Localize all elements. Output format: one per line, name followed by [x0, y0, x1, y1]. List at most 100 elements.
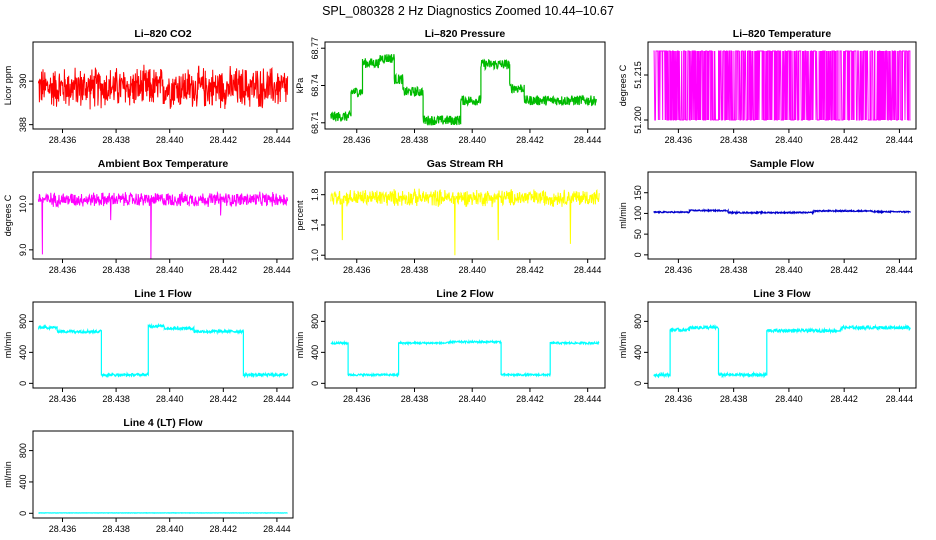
- x-tick-label: 28.436: [665, 265, 693, 275]
- x-tick-label: 28.436: [49, 524, 77, 534]
- x-tick-label: 28.438: [720, 394, 748, 404]
- x-tick-label: 28.440: [156, 265, 184, 275]
- x-tick-label: 28.438: [102, 135, 130, 145]
- x-tick-label: 28.436: [49, 394, 77, 404]
- series-line: [653, 208, 911, 216]
- y-tick-label: 51.215: [633, 61, 643, 89]
- panel-1: Li–820 CO2 28.436 28.438 28.440 28.442 28.444…: [3, 28, 294, 145]
- x-tick-label: 28.444: [574, 135, 602, 145]
- panel-6: Sample Flow 28.436 28.438 28.440 28.442 28.44…: [618, 158, 917, 275]
- x-tick-label: 28.438: [720, 265, 748, 275]
- y-tick-label: 800: [18, 314, 28, 329]
- plot-frame: [324, 301, 606, 389]
- x-tick-label: 28.440: [775, 265, 803, 275]
- series-line: [37, 64, 289, 110]
- x-tick-label: 28.436: [665, 135, 693, 145]
- x-tick-label: 28.438: [401, 135, 429, 145]
- x-tick-label: 28.444: [263, 394, 291, 404]
- x-tick-label: 28.444: [886, 394, 914, 404]
- x-tick-label: 28.444: [886, 135, 914, 145]
- y-tick-label: 9.0: [18, 244, 28, 257]
- y-axis-label: percent: [295, 200, 305, 231]
- y-tick-label: 150: [633, 185, 643, 200]
- x-tick-label: 28.442: [830, 265, 858, 275]
- y-tick-label: 388: [18, 117, 28, 132]
- panel-7: Line 1 Flow 28.436 28.438 28.440 28.442 28.44…: [3, 288, 294, 404]
- x-tick-label: 28.442: [210, 265, 238, 275]
- panel-8: Line 2 Flow 28.436 28.438 28.440 28.442 28.44…: [295, 288, 606, 404]
- x-tick-label: 28.438: [102, 265, 130, 275]
- x-tick-label: 28.442: [516, 265, 544, 275]
- series-line: [330, 54, 597, 126]
- y-axis-label: Licor ppm: [3, 66, 13, 106]
- x-tick-label: 28.440: [156, 524, 184, 534]
- x-tick-label: 28.440: [156, 135, 184, 145]
- y-tick-label: 100: [633, 206, 643, 221]
- series-line: [653, 323, 911, 379]
- y-tick-label: 50: [633, 229, 643, 239]
- y-tick-label: 68.74: [310, 74, 320, 97]
- x-tick-label: 28.436: [343, 265, 371, 275]
- y-tick-label: 0: [18, 381, 28, 386]
- x-tick-label: 28.444: [886, 265, 914, 275]
- panel-3: Li–820 Temperature 28.436 28.438 28.440 28.4…: [618, 28, 917, 145]
- y-tick-label: 1.0: [310, 249, 320, 262]
- x-tick-label: 28.438: [401, 394, 429, 404]
- y-tick-label: 800: [310, 314, 320, 329]
- x-tick-label: 28.436: [343, 394, 371, 404]
- y-tick-label: 400: [18, 474, 28, 489]
- y-tick-label: 400: [310, 345, 320, 360]
- x-tick-label: 28.442: [830, 135, 858, 145]
- x-tick-label: 28.442: [830, 394, 858, 404]
- plot-frame: [32, 430, 294, 519]
- plot-frame: [324, 171, 606, 260]
- plot-frame: [324, 41, 606, 130]
- y-tick-label: 390: [18, 74, 28, 89]
- plot-frame: [647, 41, 917, 130]
- x-tick-label: 28.444: [574, 394, 602, 404]
- y-tick-label: 51.200: [633, 106, 643, 134]
- x-tick-label: 28.440: [775, 394, 803, 404]
- panel-10: Line 4 (LT) Flow 28.436 28.438 28.440 28.442…: [3, 417, 294, 534]
- x-tick-label: 28.440: [458, 265, 486, 275]
- y-tick-label: 0: [633, 381, 643, 386]
- series-line: [37, 322, 289, 379]
- y-tick-label: 1.8: [310, 188, 320, 201]
- y-axis-label: degrees C: [3, 194, 13, 236]
- x-tick-label: 28.438: [720, 135, 748, 145]
- y-axis-label: degrees C: [618, 64, 628, 106]
- panel-4: Ambient Box Temperature 28.436 28.438 28.44…: [3, 158, 294, 275]
- panel-title: Gas Stream RH: [427, 158, 503, 170]
- y-tick-label: 800: [633, 314, 643, 329]
- x-tick-label: 28.442: [210, 135, 238, 145]
- y-tick-label: 68.71: [310, 112, 320, 135]
- panel-title: Li–820 Pressure: [425, 28, 506, 40]
- series-line: [37, 190, 289, 260]
- plot-frame: [647, 301, 917, 389]
- panel-title: Line 2 Flow: [436, 288, 494, 300]
- y-tick-label: 0: [18, 511, 28, 516]
- x-tick-label: 28.444: [263, 524, 291, 534]
- x-tick-label: 28.442: [210, 524, 238, 534]
- y-tick-label: 800: [18, 443, 28, 458]
- plot-frame: [32, 301, 294, 389]
- main-title: SPL_080328 2 Hz Diagnostics Zoomed 10.44…: [322, 4, 614, 18]
- panel-title: Ambient Box Temperature: [98, 158, 229, 170]
- x-tick-label: 28.438: [102, 394, 130, 404]
- panel-9: Line 3 Flow 28.436 28.438 28.440 28.442 28.44…: [618, 288, 917, 404]
- y-tick-label: 400: [18, 345, 28, 360]
- panel-title: Li–820 Temperature: [733, 28, 832, 40]
- panel-title: Li–820 CO2: [134, 28, 191, 40]
- y-tick-label: 1.4: [310, 219, 320, 232]
- y-axis-label: ml/min: [295, 332, 305, 359]
- x-tick-label: 28.436: [665, 394, 693, 404]
- y-axis-label: ml/min: [3, 461, 13, 488]
- panel-5: Gas Stream RH 28.436 28.438 28.440 28.442 28.…: [295, 158, 606, 275]
- plot-frame: [32, 41, 294, 130]
- x-tick-label: 28.440: [775, 135, 803, 145]
- x-tick-label: 28.440: [458, 135, 486, 145]
- panel-title: Sample Flow: [750, 158, 815, 170]
- x-tick-label: 28.438: [401, 265, 429, 275]
